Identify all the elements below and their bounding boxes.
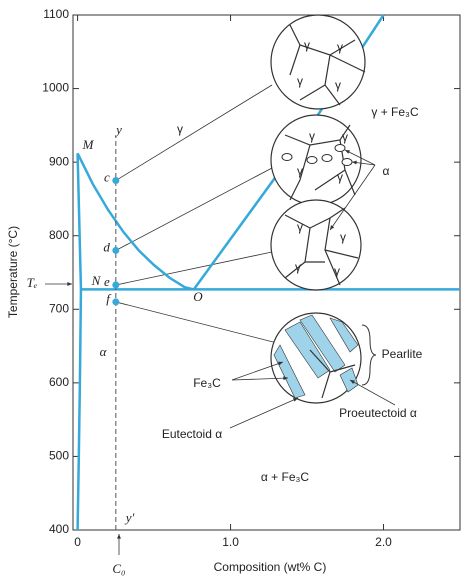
y-tick-label: 700 <box>49 301 69 315</box>
y-tick-label: 1000 <box>42 81 69 95</box>
annotation: γ <box>297 74 303 88</box>
proeutectoid-alpha <box>282 154 292 161</box>
annotation: γ <box>297 220 303 234</box>
annotation: y′ <box>124 510 135 525</box>
point <box>112 282 119 289</box>
annotation: y <box>114 122 122 137</box>
annotation: γ <box>337 170 343 184</box>
proeutectoid-alpha <box>307 157 317 164</box>
annotation: γ <box>337 40 343 54</box>
annotation: γ <box>297 164 303 178</box>
x-tick-label: 1.0 <box>222 535 239 549</box>
annotation: Pearlite <box>382 347 423 361</box>
point-label: d <box>103 239 110 254</box>
annotation: γ <box>335 78 341 92</box>
annotation: γ <box>340 230 346 244</box>
annotation: γ <box>309 129 315 143</box>
y-tick-label: 1100 <box>43 7 69 21</box>
x-tick-label: 2.0 <box>375 535 392 549</box>
microstructure <box>271 15 365 109</box>
y-tick-label: 500 <box>49 449 69 463</box>
annotation: α <box>383 164 390 178</box>
point-label: e <box>104 274 110 289</box>
point <box>112 247 119 254</box>
annotation: α <box>100 344 108 359</box>
annotation: γ <box>177 122 183 136</box>
point-label: f <box>106 291 112 306</box>
plot-frame <box>73 15 460 530</box>
y-tick-label: 400 <box>49 522 69 536</box>
proeutectoid-alpha <box>335 145 345 152</box>
annotation: C₀ <box>112 561 125 576</box>
annotation: O <box>193 289 203 304</box>
y-tick-label: 800 <box>49 228 69 242</box>
leader-line <box>116 252 272 285</box>
point <box>112 177 119 184</box>
leader-line <box>116 168 272 250</box>
x-tick-label: 0 <box>74 535 81 549</box>
annotation: Fe₃C <box>193 376 221 390</box>
annotation: γ <box>342 130 348 144</box>
leader-line <box>116 302 285 345</box>
point-label: c <box>104 170 110 185</box>
annotation: Eutectoid α <box>162 427 222 441</box>
arrow <box>230 398 298 428</box>
y-tick-label: 900 <box>49 154 69 168</box>
proeutectoid-alpha <box>322 155 332 162</box>
annotation: γ <box>334 264 340 278</box>
arrow-head <box>67 282 72 286</box>
annotation: N <box>91 273 102 288</box>
proeutectoid-alpha <box>342 159 352 166</box>
phase-boundary <box>78 153 81 289</box>
annotation: γ <box>304 38 310 52</box>
point <box>112 298 119 305</box>
leader-line <box>116 85 272 181</box>
y-tick-label: 600 <box>49 375 69 389</box>
annotation: α + Fe₃C <box>261 470 310 484</box>
annotation: γ + Fe₃C <box>371 105 419 119</box>
phase-boundary <box>78 289 81 530</box>
annotation: M <box>82 137 95 152</box>
chart: Composition (wt% C) Temperature (°C) 400… <box>0 0 466 579</box>
microstructure <box>271 200 361 290</box>
annotation: γ <box>295 260 301 274</box>
y-axis-label: Temperature (°C) <box>6 226 20 318</box>
brace <box>362 325 376 385</box>
arrow <box>350 380 395 405</box>
annotation: Proeutectoid α <box>339 406 417 420</box>
annotation: Tₑ <box>27 275 38 290</box>
arrow-head <box>117 534 121 539</box>
phase-boundary <box>78 153 194 289</box>
x-axis-label: Composition (wt% C) <box>214 560 327 574</box>
